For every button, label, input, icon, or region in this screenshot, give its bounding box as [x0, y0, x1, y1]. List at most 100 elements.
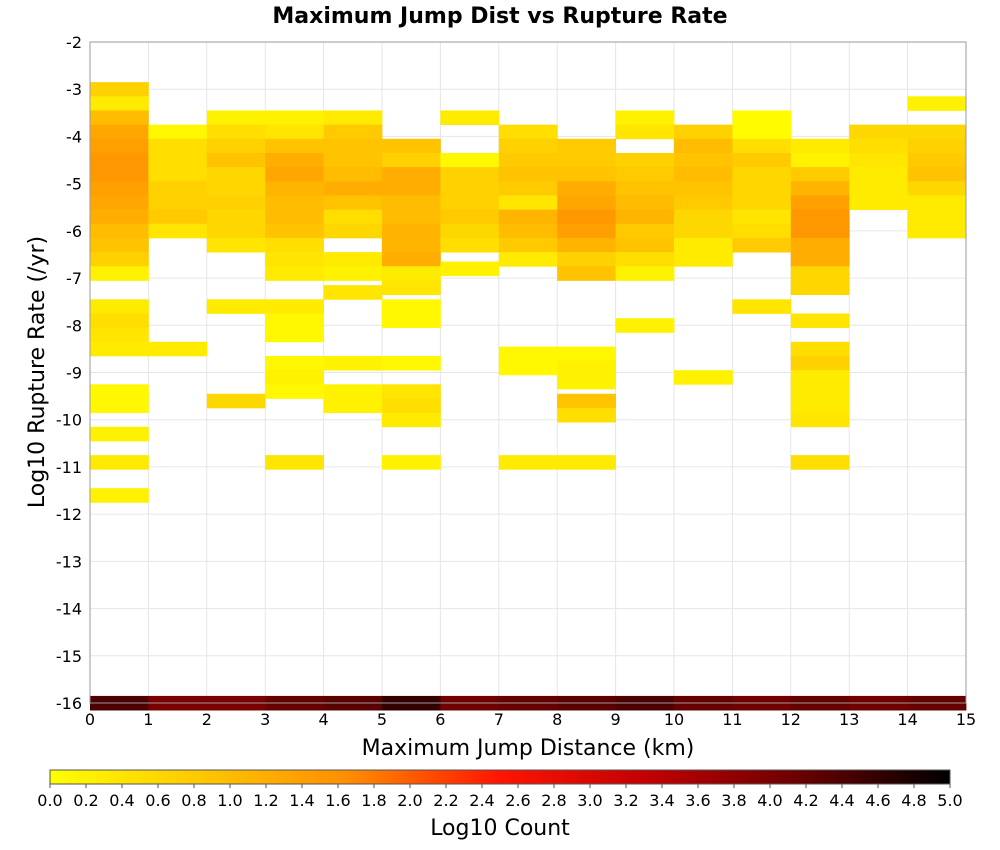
- heatmap-cell: [732, 152, 792, 168]
- x-tick-label: 15: [956, 710, 976, 729]
- heatmap-cell: [90, 299, 149, 314]
- heatmap-cell: [382, 223, 441, 239]
- heatmap-cell: [323, 110, 383, 126]
- heatmap-cell: [206, 299, 266, 314]
- heatmap-cell: [90, 82, 149, 97]
- colorbar-tick-label: 2.6: [505, 791, 530, 810]
- heatmap-cell: [498, 346, 558, 362]
- heatmap-cell: [732, 223, 792, 239]
- heatmap-cell: [674, 209, 733, 225]
- colorbar-tick-label: 0.2: [73, 791, 98, 810]
- y-tick-label: -16: [56, 694, 82, 713]
- heatmap-cell: [90, 237, 149, 253]
- x-tick-label: 2: [202, 710, 212, 729]
- colorbar-tick-label: 1.4: [289, 791, 314, 810]
- heatmap-cell: [90, 209, 149, 225]
- heatmap-cell: [148, 223, 208, 239]
- x-tick-label: 9: [611, 710, 621, 729]
- x-tick-label: 8: [552, 710, 562, 729]
- heatmap-cell: [323, 266, 383, 281]
- heatmap-cell: [557, 195, 616, 211]
- heatmap-cell: [206, 152, 266, 168]
- heatmap-cell: [557, 360, 616, 376]
- heatmap-cell: [90, 266, 149, 281]
- heatmap-cell: [849, 138, 908, 154]
- heatmap-cell: [90, 426, 149, 442]
- heatmap-cell: [615, 124, 675, 140]
- heatmap-cell: [90, 252, 149, 267]
- heatmap-cell: [615, 266, 675, 281]
- heatmap-cell: [790, 398, 850, 414]
- heatmap-cell: [615, 237, 675, 253]
- y-tick-label: -14: [56, 600, 82, 619]
- x-axis-label: Maximum Jump Distance (km): [362, 736, 695, 761]
- heatmap-cell: [498, 360, 558, 376]
- heatmap-cell: [382, 398, 441, 414]
- heatmap-cell: [90, 341, 149, 357]
- heatmap-cell: [382, 209, 441, 225]
- heatmap-cell: [615, 209, 675, 225]
- x-tick-label: 11: [722, 710, 742, 729]
- heatmap-cell: [732, 167, 792, 182]
- heatmap-cell: [148, 152, 208, 168]
- heatmap-cell: [498, 167, 558, 182]
- heatmap-cell: [148, 138, 208, 154]
- heatmap-cell: [849, 167, 908, 182]
- heatmap-cell: [440, 237, 500, 253]
- heatmap-cell: [557, 374, 616, 390]
- colorbar-tick-label: 1.8: [361, 791, 386, 810]
- heatmap-cell: [557, 152, 616, 168]
- heatmap-cell: [206, 124, 266, 140]
- colorbar-tick-label: 1.0: [217, 791, 242, 810]
- heatmap-cell: [265, 455, 324, 470]
- x-tick-label: 12: [781, 710, 801, 729]
- colorbar-tick-label: 0.8: [181, 791, 206, 810]
- heatmap-cell: [732, 299, 792, 314]
- y-tick-label: -6: [66, 222, 82, 241]
- colorbar-tick-label: 5.0: [937, 791, 962, 810]
- heatmap-cell: [323, 195, 383, 211]
- heatmap-cell: [148, 209, 208, 225]
- heatmap-cell: [498, 138, 558, 154]
- y-axis-ticks: -2 -3 -4 -5 -6 -7 -8 -9 -10 -11 -12 -13 -14 -15 -16: [56, 33, 82, 713]
- heatmap-cell: [732, 181, 792, 196]
- heatmap-cell: [557, 237, 616, 253]
- heatmap-cell: [790, 412, 850, 428]
- heatmap-cell: [907, 96, 967, 111]
- colorbar-tick-label: 0.4: [109, 791, 134, 810]
- heatmap-cell: [265, 370, 324, 385]
- heatmap-cells: [90, 82, 967, 711]
- x-tick-label: 10: [664, 710, 684, 729]
- heatmap-cell: [382, 195, 441, 211]
- heatmap-cell: [790, 370, 850, 385]
- heatmap-cell: [557, 138, 616, 154]
- heatmap-cell: [265, 313, 324, 329]
- heatmap-cell: [148, 124, 208, 140]
- colorbar-tick-label: 2.0: [397, 791, 422, 810]
- heatmap-cell: [90, 124, 149, 140]
- y-tick-label: -8: [66, 316, 82, 335]
- heatmap-cell: [148, 167, 208, 182]
- x-tick-label: 1: [143, 710, 153, 729]
- heatmap-cell: [382, 167, 441, 182]
- heatmap-cell: [323, 252, 383, 267]
- heatmap-cell: [849, 124, 908, 140]
- y-axis-label: Log10 Rupture Rate (/yr): [25, 236, 50, 508]
- colorbar-tick-label: 1.2: [253, 791, 278, 810]
- heatmap-cell: [265, 266, 324, 281]
- heatmap-cell: [498, 223, 558, 239]
- colorbar-tick-label: 4.0: [757, 791, 782, 810]
- heatmap-cell: [498, 252, 558, 267]
- heatmap-cell: [732, 195, 792, 211]
- heatmap-cell: [557, 346, 616, 362]
- heatmap-cell: [790, 223, 850, 239]
- colorbar: [49, 769, 951, 785]
- heatmap-cell: [907, 152, 967, 168]
- heatmap-cell: [323, 167, 383, 182]
- heatmap-cell: [849, 181, 908, 196]
- heatmap-cell: [265, 209, 324, 225]
- heatmap-cell: [265, 384, 324, 399]
- heatmap-cell: [90, 488, 149, 503]
- heatmap-cell: [323, 152, 383, 168]
